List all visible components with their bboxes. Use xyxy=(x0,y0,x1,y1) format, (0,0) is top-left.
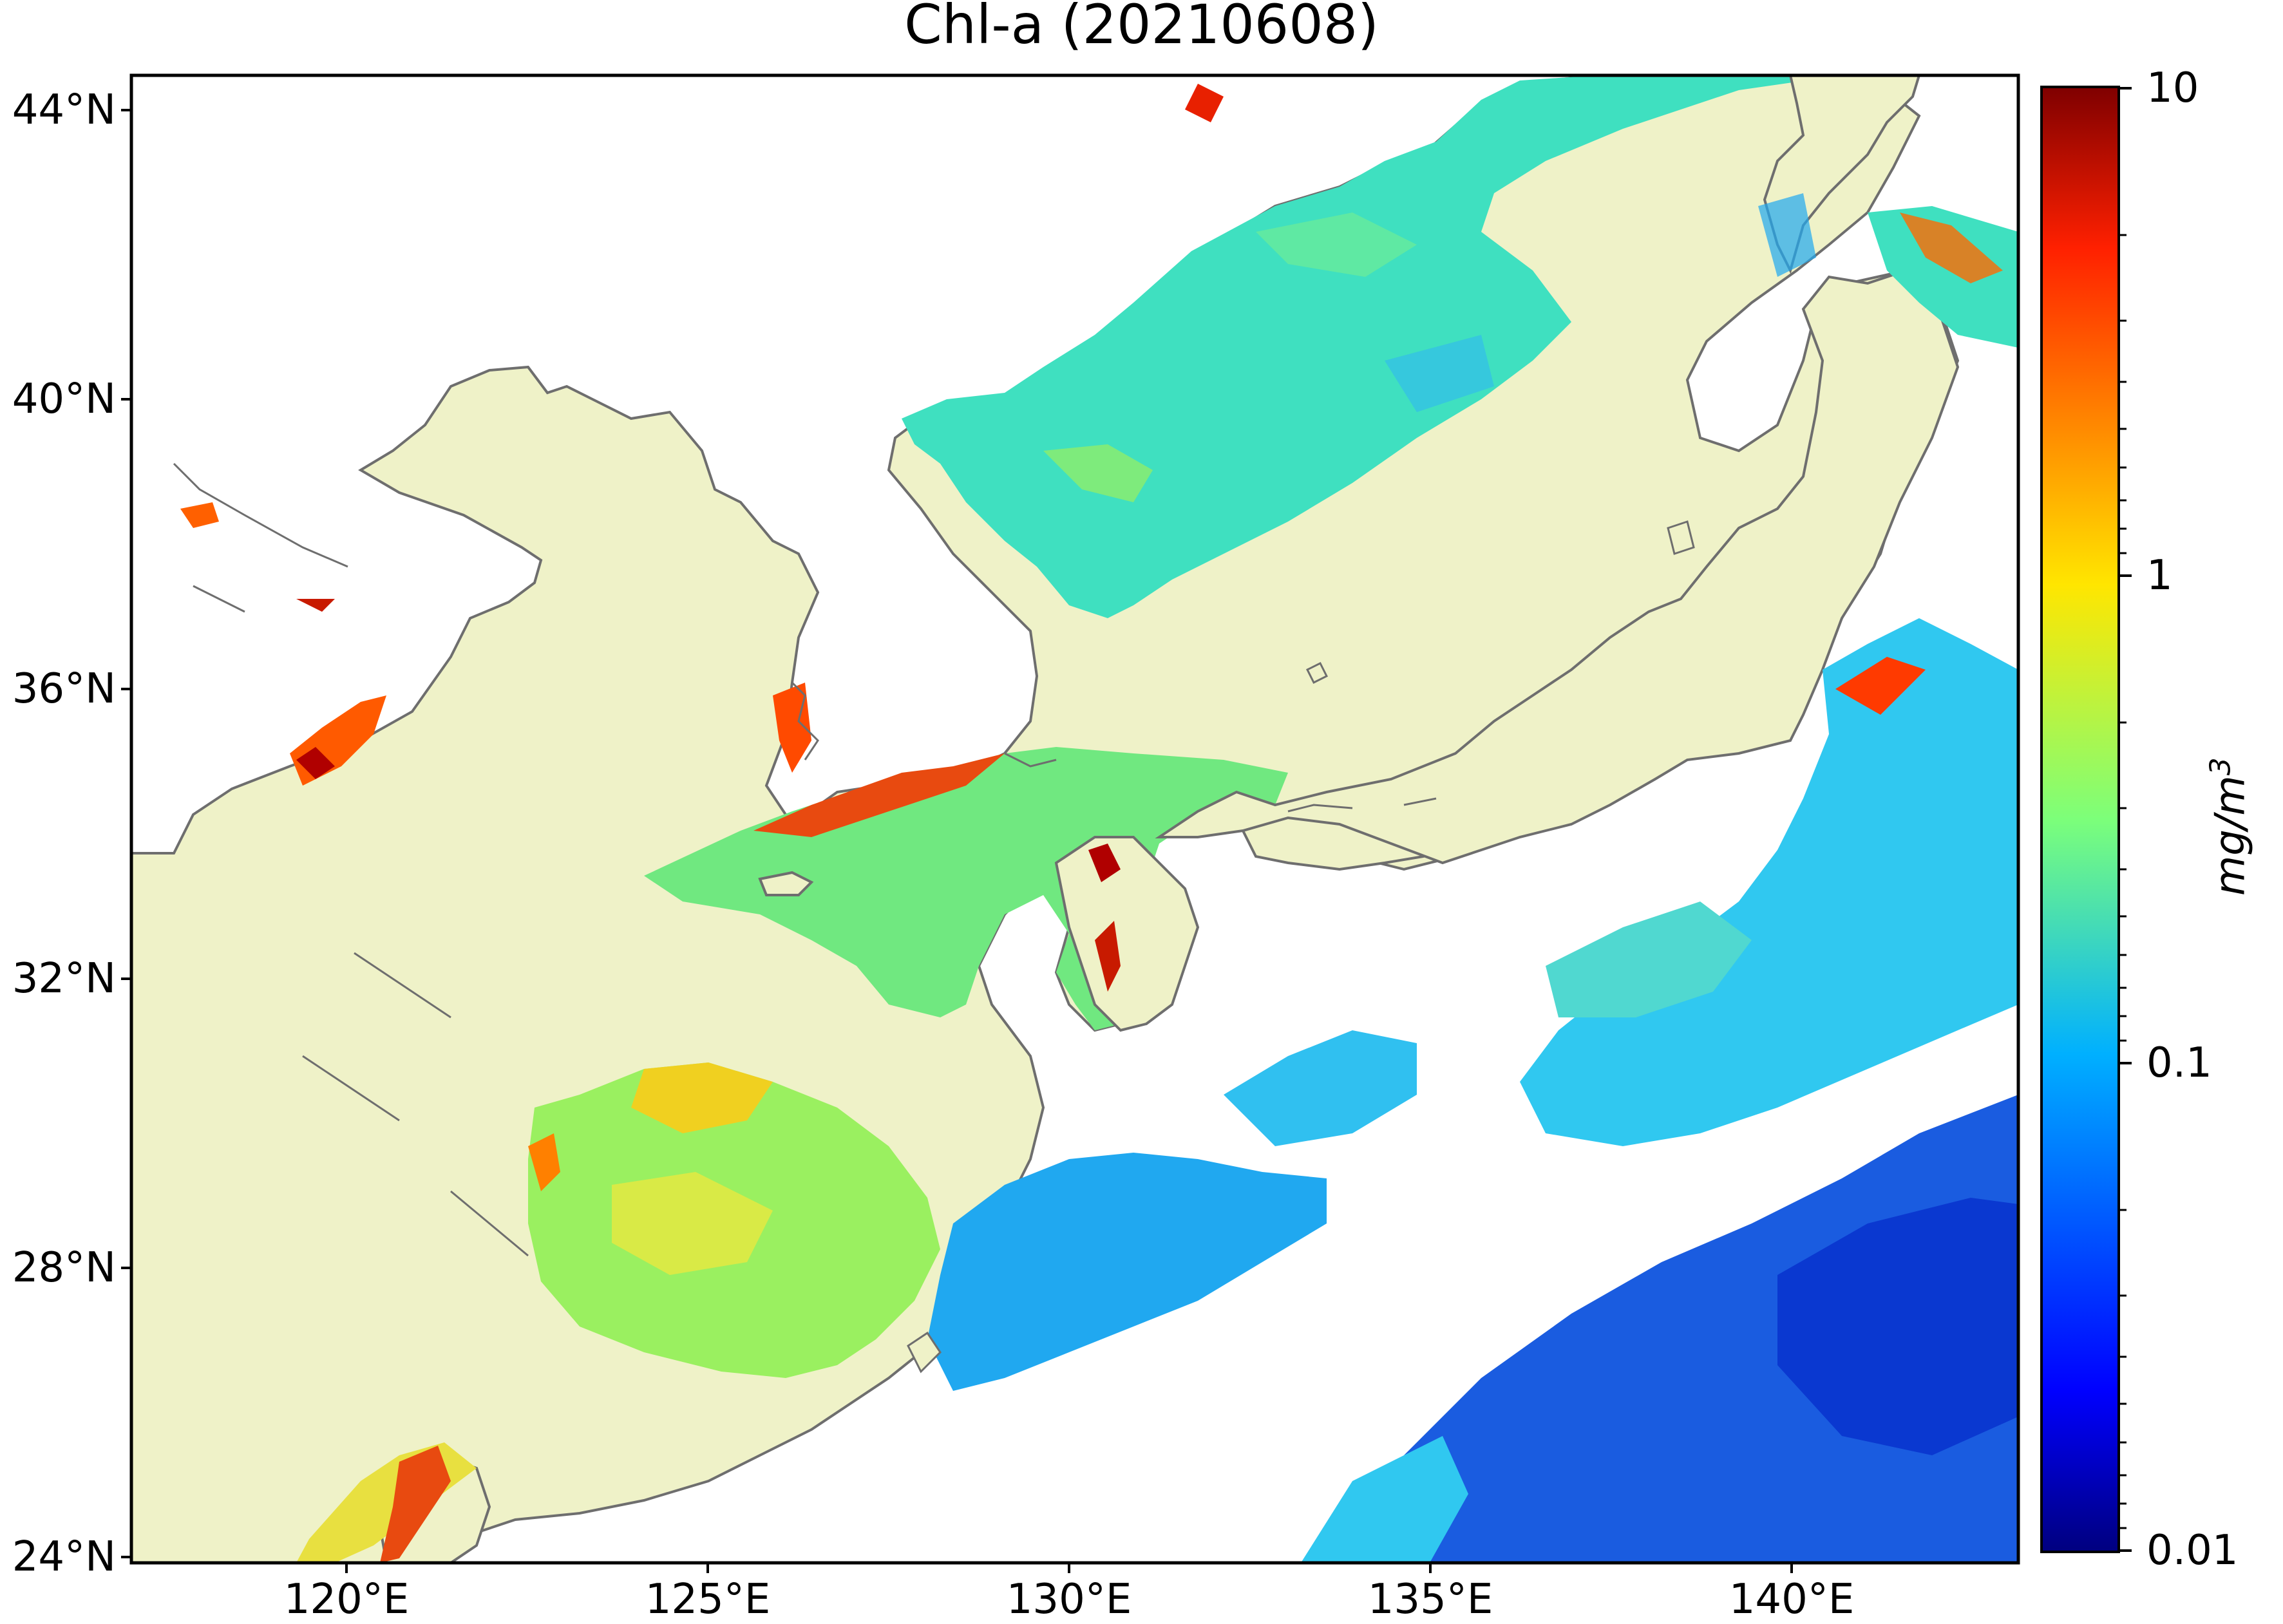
lat-ticks xyxy=(121,109,131,1558)
lat-label-36: 36°N xyxy=(12,665,116,713)
lon-label-135: 135°E xyxy=(1367,1576,1493,1623)
colorbar-frame xyxy=(2040,86,2120,1553)
colorbar-label-10: 10 xyxy=(2146,64,2199,112)
colorbar-label-1: 1 xyxy=(2146,552,2173,600)
lat-label-32: 32°N xyxy=(12,955,116,1003)
colorbar-major-ticks xyxy=(2119,87,2132,1552)
lon-label-125: 125°E xyxy=(645,1576,771,1623)
ryukyu-chl xyxy=(927,1153,1327,1391)
colorbar-label-0-1: 0.1 xyxy=(2146,1039,2212,1087)
map-panel xyxy=(131,75,2018,1563)
colorbar xyxy=(2041,87,2119,1552)
map-frame xyxy=(129,73,2020,1565)
yellow-sea-region xyxy=(131,75,2018,1563)
colorbar-unit-text: mg/m xyxy=(2206,775,2255,896)
kyushu-island xyxy=(1054,836,1200,1032)
colorbar-label-0-01: 0.01 xyxy=(2146,1527,2239,1574)
colorbar-unit-label: mg/m3 xyxy=(2198,743,2255,911)
lat-label-28: 28°N xyxy=(12,1244,116,1292)
lat-label-44: 44°N xyxy=(12,86,116,134)
lat-label-24: 24°N xyxy=(12,1533,116,1581)
lon-ticks xyxy=(345,1563,1793,1573)
lon-label-120: 120°E xyxy=(283,1576,410,1623)
lat-label-40: 40°N xyxy=(12,375,116,423)
lon-label-130: 130°E xyxy=(1006,1576,1132,1623)
jeju-island xyxy=(758,871,814,896)
philippine-sea-chl xyxy=(1301,1095,2018,1563)
colorbar-unit-exponent: 3 xyxy=(2204,757,2237,776)
map-title: Chl-a (20210608) xyxy=(904,0,1379,56)
lon-label-140: 140°E xyxy=(1729,1576,1855,1623)
colorbar-minor-ticks xyxy=(2119,234,2127,1529)
